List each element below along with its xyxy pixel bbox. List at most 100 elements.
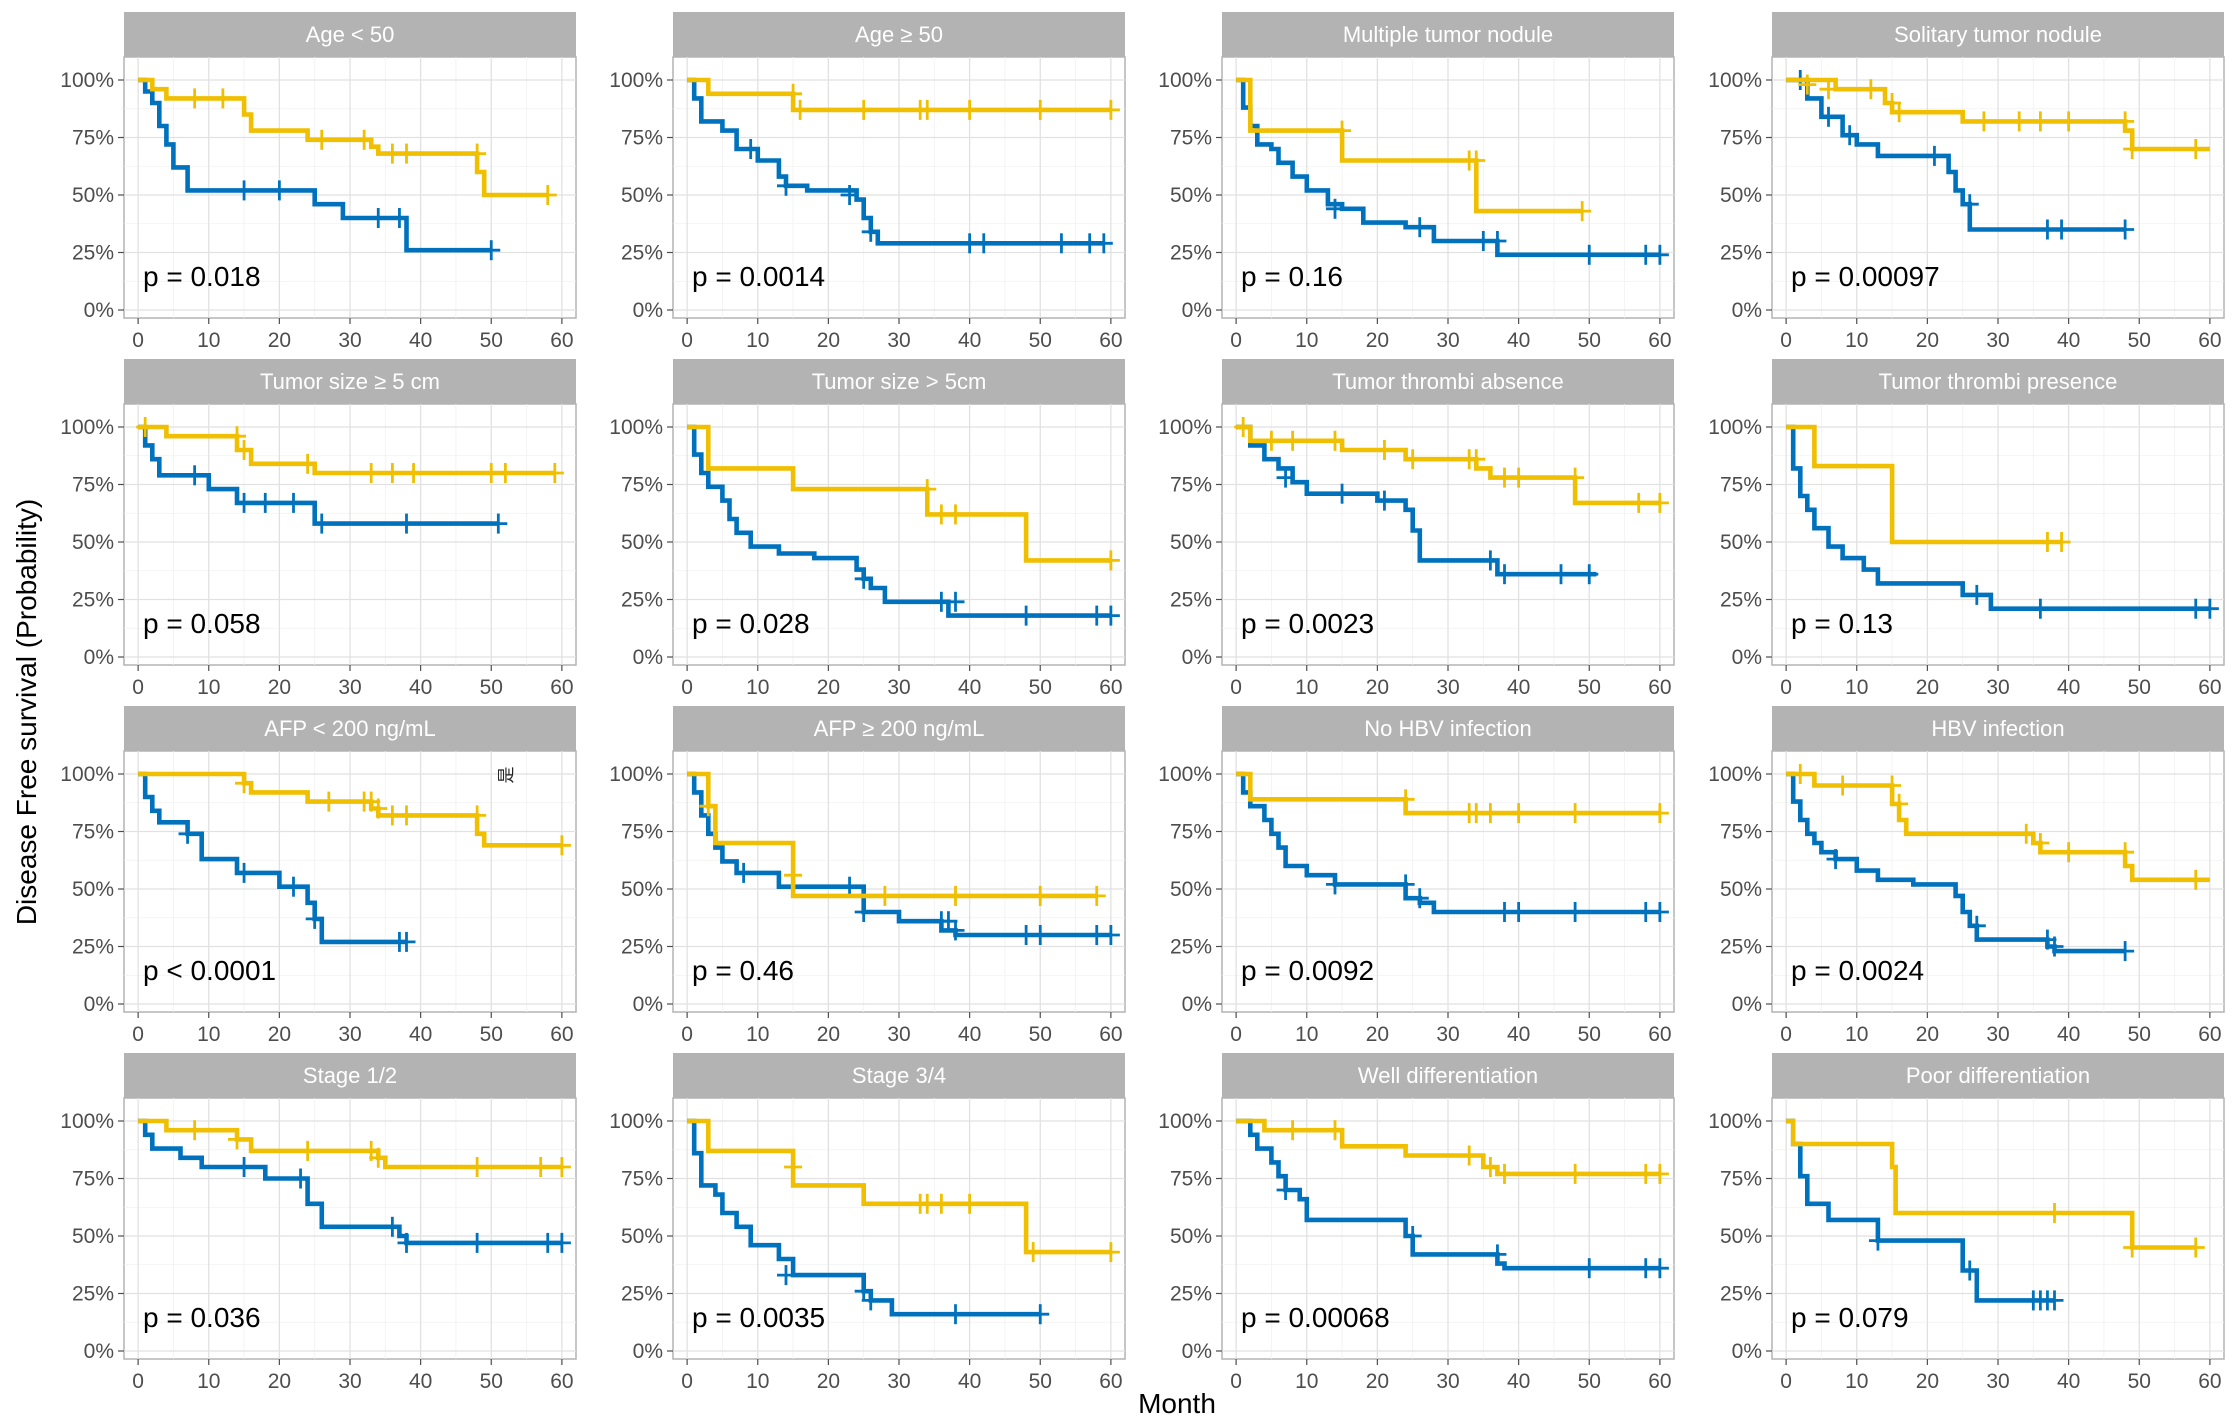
- x-tick-label: 40: [958, 676, 981, 699]
- y-tick-label: 25%: [72, 242, 114, 265]
- y-tick-label: 25%: [621, 936, 663, 959]
- x-tick-label: 10: [1295, 676, 1318, 699]
- x-tick-label: 20: [1916, 1370, 1939, 1393]
- y-tick-label: 0%: [1182, 299, 1212, 322]
- x-tick-label: 30: [1436, 1370, 1459, 1393]
- y-tick-label: 75%: [1170, 821, 1212, 844]
- x-tick-label: 40: [2057, 676, 2080, 699]
- survival-curve: [1786, 77, 2126, 232]
- km-panel: AFP ≥ 200 ng/mL 0 10 20 30 40 50 60 0% 25% 50% 75% 1…: [609, 706, 1126, 1046]
- censor-mark: [284, 492, 303, 513]
- facet-strip: [673, 12, 1125, 57]
- y-tick-label: 25%: [1720, 242, 1762, 265]
- censor-mark: [298, 453, 317, 474]
- censor-mark: [383, 463, 402, 483]
- x-tick-label: 40: [1507, 1370, 1530, 1393]
- censor-mark: [270, 180, 289, 201]
- facet-strip: [124, 12, 576, 57]
- censor-mark: [918, 479, 937, 500]
- censor-mark: [256, 492, 275, 513]
- censor-mark: [1974, 111, 1993, 132]
- y-tick-label: 100%: [1708, 69, 1762, 92]
- km-panel: Well differentiation 0 10 20 30 40 50 60 0% 25% 50…: [1158, 1053, 1675, 1393]
- censor-mark: [840, 876, 859, 897]
- censor-mark: [1467, 150, 1486, 171]
- censor-mark: [875, 885, 894, 906]
- censor-mark: [2116, 842, 2135, 863]
- facet-strip: [1222, 1053, 1674, 1098]
- x-tick-label: 50: [1578, 329, 1601, 352]
- censor-mark: [552, 1232, 571, 1253]
- km-panel: Tumor thrombi presence 0 10 20 30 40 50 60 0% 25%…: [1708, 359, 2225, 699]
- censor-mark: [284, 876, 303, 897]
- km-series: [1786, 74, 2210, 159]
- survival-curve: [138, 1118, 562, 1170]
- x-tick-label: 10: [197, 329, 220, 352]
- y-tick-label: 50%: [1720, 531, 1762, 554]
- censor-mark: [1791, 764, 1810, 784]
- censor-mark: [1031, 885, 1050, 906]
- y-tick-label: 25%: [1170, 936, 1212, 959]
- p-value-label: p = 0.036: [143, 1302, 261, 1333]
- x-tick-label: 10: [746, 1370, 769, 1393]
- km-series: [687, 424, 1120, 626]
- km-series: [687, 424, 1120, 571]
- survival-curve: [687, 771, 1097, 899]
- facet-strip: [1772, 1053, 2224, 1098]
- censor-mark: [946, 591, 965, 612]
- km-series: [1236, 77, 1669, 265]
- censor-mark: [1488, 231, 1507, 251]
- censor-mark: [397, 1232, 416, 1253]
- censor-mark: [1573, 201, 1592, 222]
- km-series: [687, 771, 1106, 906]
- censor-mark: [2010, 111, 2029, 132]
- y-tick-label: 0%: [633, 646, 663, 669]
- x-tick-label: 20: [817, 676, 840, 699]
- survival-curve: [687, 424, 1111, 618]
- censor-mark: [1234, 417, 1253, 437]
- censor-mark: [854, 902, 873, 922]
- x-tick-label: 40: [958, 1023, 981, 1046]
- censor-mark: [2186, 1237, 2205, 1258]
- x-tick-label: 60: [550, 676, 573, 699]
- censor-mark: [235, 1157, 254, 1177]
- facet-strip-title: AFP < 200 ng/mL: [264, 716, 435, 741]
- p-value-label: p = 0.0024: [1791, 955, 1924, 986]
- km-panel: Poor differentiation 0 10 20 30 40 50 60 0% 25% 50…: [1708, 1053, 2225, 1393]
- x-tick-label: 20: [268, 676, 291, 699]
- y-tick-label: 25%: [1720, 936, 1762, 959]
- x-tick-label: 30: [887, 676, 910, 699]
- facet-strip-title: Age ≥ 50: [855, 22, 943, 47]
- x-tick-label: 20: [1916, 676, 1939, 699]
- x-tick-label: 10: [1295, 1023, 1318, 1046]
- censor-mark: [538, 185, 557, 205]
- censor-mark: [1410, 217, 1429, 238]
- km-series: [1786, 424, 2219, 619]
- censor-mark: [305, 908, 324, 929]
- x-tick-label: 60: [550, 329, 573, 352]
- facet-strip: [673, 706, 1125, 751]
- x-tick-label: 10: [1845, 1023, 1868, 1046]
- km-series: [138, 424, 508, 534]
- censor-mark: [741, 139, 760, 159]
- x-tick-label: 30: [887, 329, 910, 352]
- survival-curve: [1786, 1118, 2196, 1250]
- y-tick-label: 50%: [621, 1225, 663, 1248]
- y-tick-label: 100%: [1158, 69, 1212, 92]
- x-tick-label: 40: [1507, 329, 1530, 352]
- x-tick-label: 60: [2198, 329, 2221, 352]
- km-panel: Age < 50 0 10 20 30 40 50 60 0% 25% 50% 75% 100% p = …: [60, 12, 577, 352]
- censor-mark: [1488, 1244, 1507, 1265]
- y-tick-label: 75%: [1170, 474, 1212, 497]
- censor-mark: [2031, 111, 2050, 132]
- censor-mark: [355, 129, 374, 150]
- x-tick-label: 20: [817, 329, 840, 352]
- x-tick-label: 30: [1436, 1023, 1459, 1046]
- y-tick-label: 75%: [72, 1168, 114, 1191]
- censor-mark: [1566, 1163, 1585, 1184]
- facet-strip-title: No HBV infection: [1364, 716, 1532, 741]
- x-tick-label: 60: [1099, 1370, 1122, 1393]
- censor-mark: [482, 240, 501, 261]
- facet-strip-title: Tumor thrombi absence: [1332, 369, 1564, 394]
- y-tick-label: 25%: [1170, 589, 1212, 612]
